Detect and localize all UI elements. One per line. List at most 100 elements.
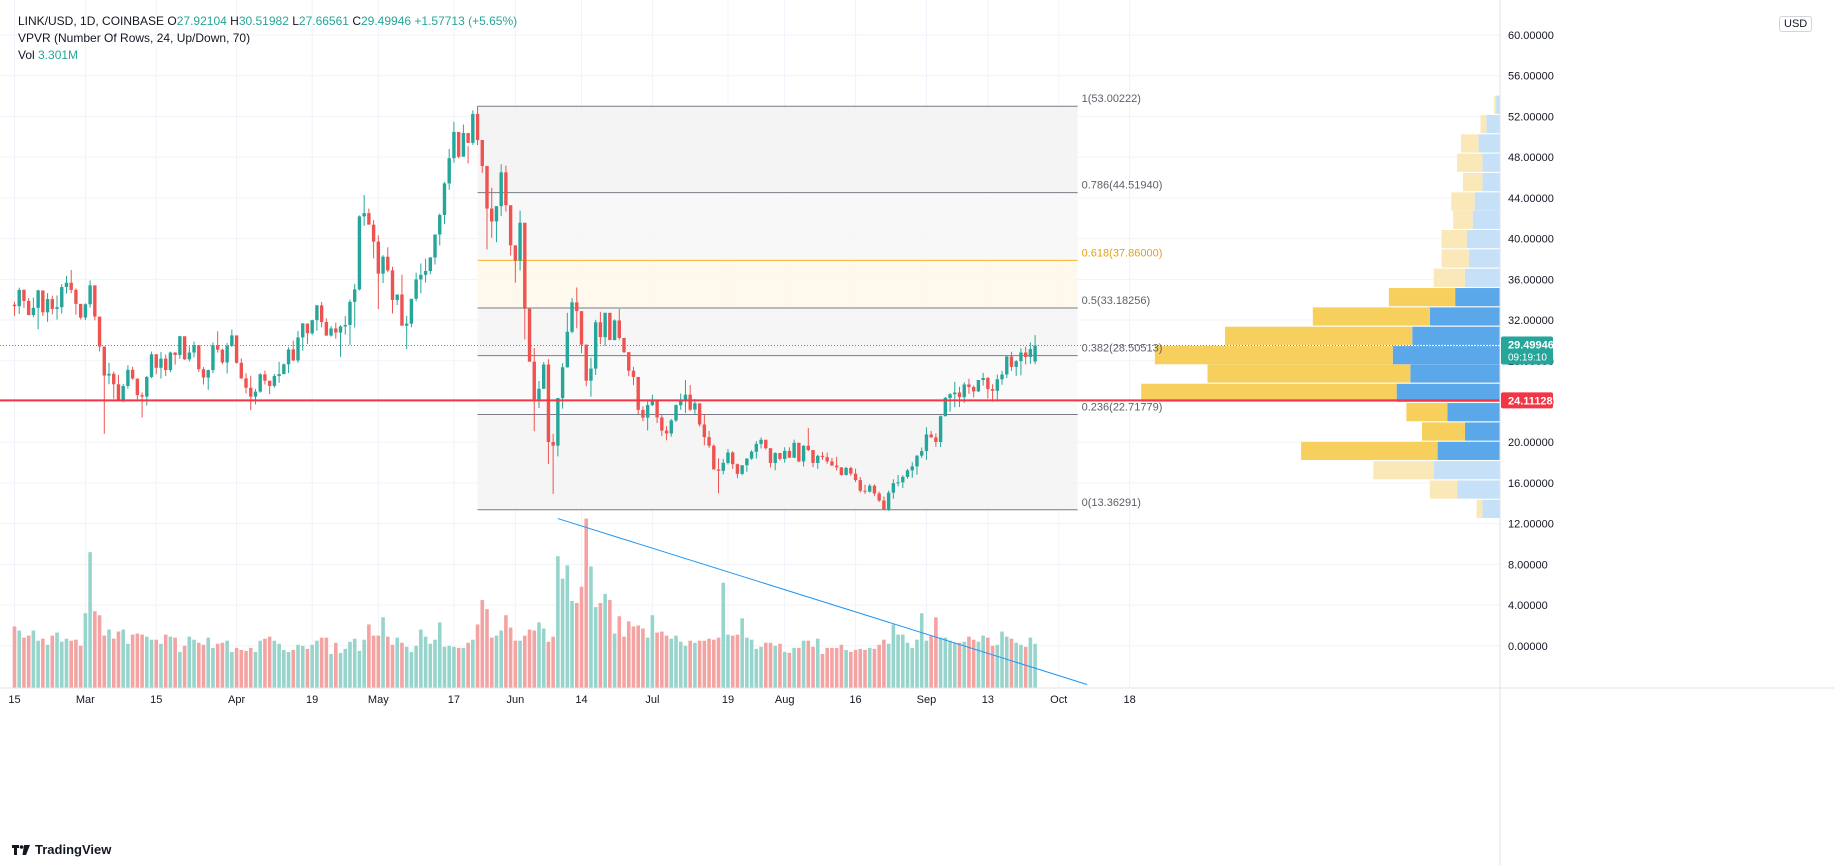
volume-bar xyxy=(1009,638,1014,688)
volume-bar xyxy=(315,640,319,688)
fib-level-label: 0.618(37.86000) xyxy=(1082,247,1163,259)
brand-name: TradingView xyxy=(35,842,112,857)
candle-body xyxy=(244,378,248,388)
volume-profile-bar xyxy=(1472,210,1500,229)
volume-bar xyxy=(1004,636,1009,688)
volume-bar xyxy=(523,635,527,688)
candle xyxy=(263,370,267,385)
candle-body xyxy=(504,172,508,206)
candle-body xyxy=(986,377,990,390)
volume-bar xyxy=(234,647,239,688)
candle xyxy=(764,439,768,450)
candle xyxy=(206,369,210,390)
time-tick-label: 14 xyxy=(575,694,587,706)
volume-bar xyxy=(759,646,763,688)
candle-body xyxy=(414,279,418,299)
candle xyxy=(173,352,177,365)
volume-bar xyxy=(830,647,834,688)
volume-bar xyxy=(107,629,111,688)
candle-body xyxy=(17,289,21,307)
volume-bar xyxy=(943,637,948,688)
candle xyxy=(55,295,59,320)
candle xyxy=(929,431,933,438)
volume-bar xyxy=(560,578,565,688)
volume-bar xyxy=(471,639,475,688)
candle-body xyxy=(367,213,371,225)
candle-body xyxy=(485,165,489,209)
candle xyxy=(499,164,503,216)
candle-body xyxy=(197,345,201,370)
volume-bar xyxy=(31,630,36,688)
brand-logo[interactable]: TradingView xyxy=(12,842,111,857)
candle-body xyxy=(537,388,541,400)
support-price-value: 24.11128 xyxy=(1508,395,1553,407)
volume-bar xyxy=(929,635,933,688)
candle-body xyxy=(353,289,357,302)
candle xyxy=(920,447,924,459)
candle xyxy=(253,389,258,405)
candle-body xyxy=(277,374,281,377)
candle-body xyxy=(230,335,234,346)
volume-bar xyxy=(329,653,333,688)
volume-bar xyxy=(631,626,636,688)
volume-profile-bar xyxy=(1496,95,1500,114)
time-tick-label: Mar xyxy=(76,694,95,706)
price-tick-label: 48.00000 xyxy=(1508,152,1554,164)
candle-body xyxy=(948,394,952,398)
volume-bar xyxy=(608,599,612,688)
volume-bar xyxy=(352,638,357,688)
legend-volume[interactable]: Vol 3.301M xyxy=(18,48,79,62)
candle xyxy=(801,445,806,467)
volume-bar xyxy=(1023,646,1028,688)
volume-bar xyxy=(168,636,173,688)
legend-vpvr[interactable]: VPVR (Number Of Rows, 24, Up/Down, 70) xyxy=(18,31,251,45)
volume-bar xyxy=(395,637,400,688)
volume-bar xyxy=(1000,631,1004,688)
volume-profile-bar xyxy=(1464,268,1500,287)
volume-bar xyxy=(173,637,177,688)
support-price-box xyxy=(1501,392,1553,409)
volume-bar xyxy=(338,652,343,688)
legend-symbol[interactable]: LINK/USD, 1D, COINBASE xyxy=(18,14,165,28)
volume-bar xyxy=(485,609,489,688)
candle xyxy=(504,165,508,212)
volume-profile-bar xyxy=(1482,173,1500,192)
last-price-value: 29.49946 xyxy=(1508,339,1554,351)
candle-body xyxy=(126,369,130,387)
candle xyxy=(844,466,848,476)
candle-body xyxy=(645,405,650,418)
volume-bar xyxy=(248,647,253,688)
candle xyxy=(466,133,470,164)
candle xyxy=(452,121,456,163)
candle-body xyxy=(400,294,404,326)
volume-bar xyxy=(546,641,551,688)
candle xyxy=(688,385,692,412)
candle-body xyxy=(282,364,286,375)
volume-bar xyxy=(1033,643,1037,688)
candle xyxy=(546,359,551,464)
candle xyxy=(542,361,546,389)
price-tick-label: 60.00000 xyxy=(1508,30,1554,42)
time-tick-label: Jun xyxy=(506,694,524,706)
candle xyxy=(905,468,910,479)
candle-body xyxy=(168,352,173,371)
candle xyxy=(107,362,111,385)
price-tick-label: 32.00000 xyxy=(1508,315,1554,327)
fib-zone xyxy=(477,192,1078,261)
time-tick-label: Oct xyxy=(1050,694,1067,706)
volume-bar xyxy=(499,630,503,688)
volume-bar xyxy=(480,599,485,688)
candle xyxy=(749,450,754,460)
candle-body xyxy=(494,206,499,222)
currency-button[interactable]: USD xyxy=(1779,16,1813,32)
candle xyxy=(419,263,423,294)
candle xyxy=(716,458,721,494)
candle-body xyxy=(234,335,239,363)
candle xyxy=(362,195,366,226)
candle-body xyxy=(438,214,442,235)
candle xyxy=(901,475,905,488)
candle-body xyxy=(409,298,414,324)
volume-bar xyxy=(622,636,626,688)
candle-body xyxy=(697,403,702,425)
